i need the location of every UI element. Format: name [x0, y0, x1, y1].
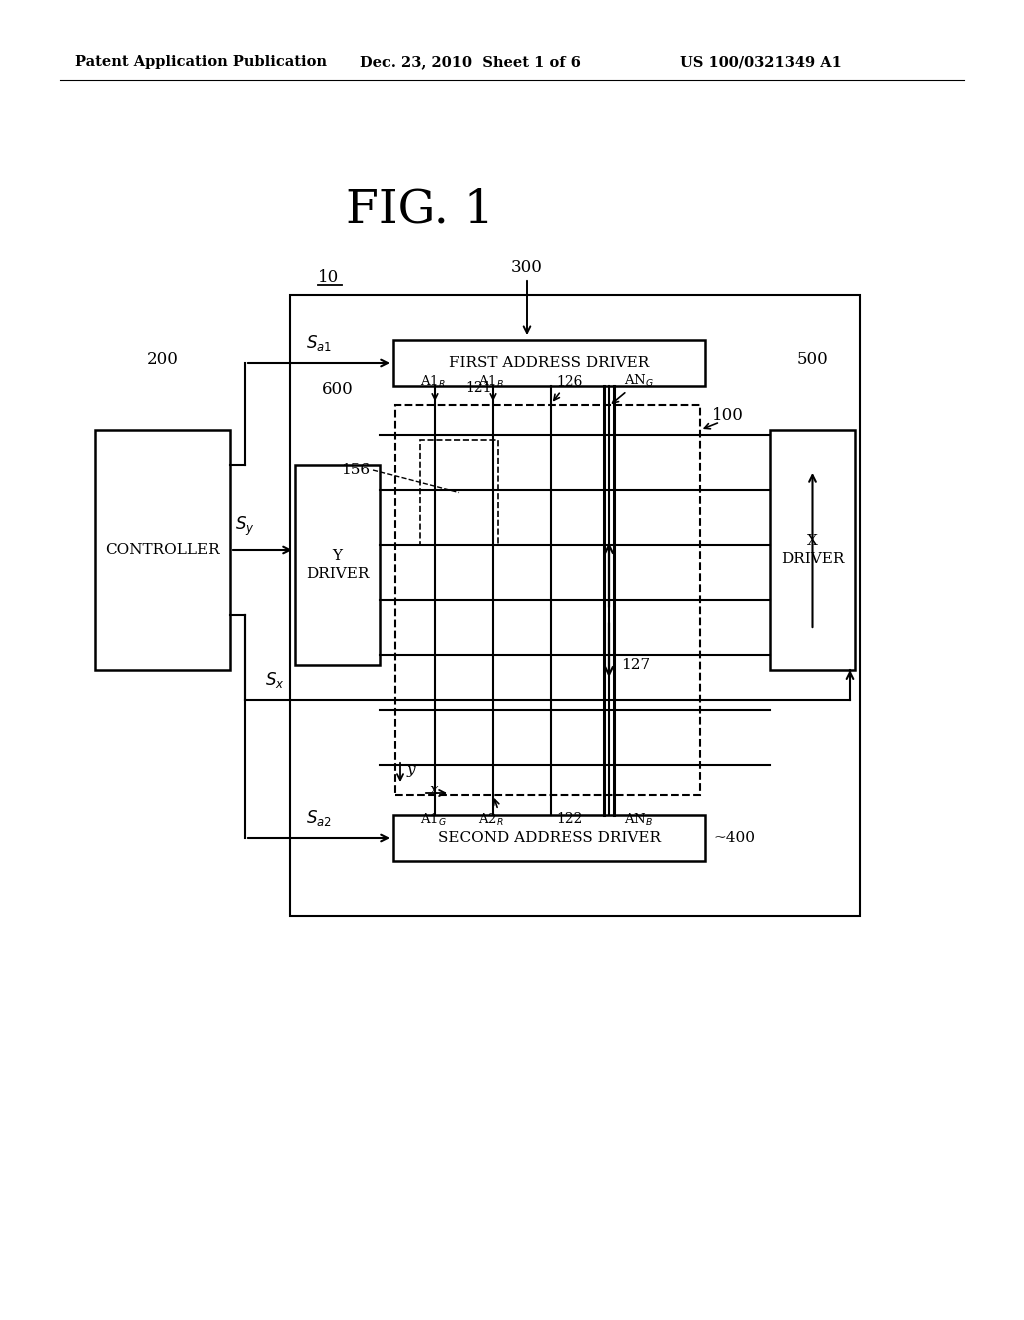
Text: 10: 10	[318, 269, 339, 286]
Text: y: y	[407, 763, 416, 777]
Text: AN$_G$: AN$_G$	[624, 372, 654, 389]
Text: 127: 127	[621, 657, 650, 672]
Text: Dec. 23, 2010  Sheet 1 of 6: Dec. 23, 2010 Sheet 1 of 6	[360, 55, 581, 69]
Text: 500: 500	[797, 351, 828, 368]
Text: A1$_R$: A1$_R$	[420, 374, 445, 389]
Text: 200: 200	[146, 351, 178, 368]
Text: A1$_B$: A1$_B$	[478, 374, 504, 389]
Text: 300: 300	[511, 260, 543, 276]
Bar	[393, 814, 705, 861]
Text: SECOND ADDRESS DRIVER: SECOND ADDRESS DRIVER	[437, 832, 660, 845]
Text: 156: 156	[341, 463, 370, 477]
Bar	[395, 405, 700, 795]
Text: Y
DRIVER: Y DRIVER	[306, 549, 370, 581]
Bar	[420, 440, 498, 545]
Text: 100: 100	[712, 407, 743, 424]
Text: ~400: ~400	[713, 832, 755, 845]
Text: 126: 126	[556, 375, 583, 389]
Text: Patent Application Publication: Patent Application Publication	[75, 55, 327, 69]
Bar	[295, 465, 380, 665]
Text: AN$_B$: AN$_B$	[624, 812, 653, 828]
Text: FIRST ADDRESS DRIVER: FIRST ADDRESS DRIVER	[449, 356, 649, 370]
Text: 600: 600	[322, 381, 353, 399]
Text: 121: 121	[466, 381, 493, 395]
Text: 122: 122	[556, 812, 583, 826]
Text: $S_y$: $S_y$	[234, 515, 255, 539]
Text: FIG. 1: FIG. 1	[346, 187, 494, 232]
Bar	[95, 430, 230, 671]
Bar	[770, 430, 855, 671]
Text: $S_x$: $S_x$	[265, 671, 285, 690]
Text: $S_{a2}$: $S_{a2}$	[306, 808, 332, 828]
Bar	[290, 294, 860, 916]
Text: A2$_R$: A2$_R$	[478, 812, 504, 828]
Bar	[393, 341, 705, 385]
Text: X
DRIVER: X DRIVER	[781, 535, 844, 566]
Text: $S_{a1}$: $S_{a1}$	[306, 333, 332, 352]
Text: A1$_G$: A1$_G$	[420, 812, 446, 828]
Text: US 100/0321349 A1: US 100/0321349 A1	[680, 55, 842, 69]
Text: x: x	[430, 783, 438, 797]
Text: CONTROLLER: CONTROLLER	[105, 543, 220, 557]
